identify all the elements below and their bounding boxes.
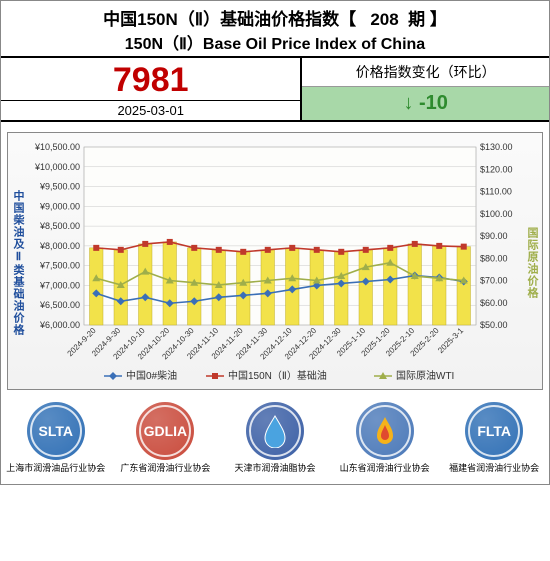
svg-text:¥6,500.00: ¥6,500.00 bbox=[39, 300, 80, 310]
associations-footer: SLTA 上海市润滑油品行业协会 GDLIA 广东省润滑油行业协会 天津市润滑油脂协会 山… bbox=[1, 394, 549, 484]
svg-text:$120.00: $120.00 bbox=[480, 164, 513, 174]
association-name: 福建省润滑油行业协会 bbox=[449, 463, 539, 474]
svg-text:¥9,500.00: ¥9,500.00 bbox=[39, 182, 80, 192]
association-logo bbox=[356, 402, 414, 460]
svg-text:中国0#柴油: 中国0#柴油 bbox=[126, 369, 177, 382]
change-arrow-icon: ↓ bbox=[403, 92, 413, 115]
svg-text:$70.00: $70.00 bbox=[480, 276, 508, 286]
association-name: 上海市润滑油品行业协会 bbox=[6, 463, 105, 474]
summary-left: 7981 2025-03-01 bbox=[1, 58, 302, 120]
svg-text:¥7,500.00: ¥7,500.00 bbox=[39, 261, 80, 271]
association-item: GDLIA 广东省润滑油行业协会 bbox=[113, 402, 217, 474]
index-value: 7981 bbox=[1, 58, 300, 100]
summary-right: 价格指数变化（环比） ↓ -10 bbox=[302, 58, 549, 120]
svg-text:$80.00: $80.00 bbox=[480, 253, 508, 263]
association-name: 天津市润滑油脂协会 bbox=[234, 463, 315, 474]
title-en: 150N（Ⅱ）Base Oil Price Index of China bbox=[1, 30, 549, 54]
association-logo: SLTA bbox=[27, 402, 85, 460]
association-item: 天津市润滑油脂协会 bbox=[223, 402, 327, 474]
change-number: -10 bbox=[419, 92, 448, 115]
association-name: 山东省润滑油行业协会 bbox=[340, 463, 430, 474]
left-axis-label: 中国柴油及Ⅱ类基础油价格 bbox=[10, 190, 26, 336]
svg-text:¥7,000.00: ¥7,000.00 bbox=[39, 280, 80, 290]
svg-text:¥8,000.00: ¥8,000.00 bbox=[39, 241, 80, 251]
svg-text:2025-3-1: 2025-3-1 bbox=[436, 326, 465, 355]
svg-text:¥10,500.00: ¥10,500.00 bbox=[34, 142, 80, 152]
svg-text:$100.00: $100.00 bbox=[480, 209, 513, 219]
summary-row: 7981 2025-03-01 价格指数变化（环比） ↓ -10 bbox=[1, 58, 549, 122]
association-logo: FLTA bbox=[465, 402, 523, 460]
association-item: 山东省润滑油行业协会 bbox=[333, 402, 437, 474]
svg-text:中国150N（Ⅱ）基础油: 中国150N（Ⅱ）基础油 bbox=[228, 369, 327, 382]
svg-text:$110.00: $110.00 bbox=[480, 187, 512, 197]
change-value: ↓ -10 bbox=[302, 87, 549, 120]
svg-text:¥10,000.00: ¥10,000.00 bbox=[34, 162, 80, 172]
price-chart: ¥6,000.00 ¥6,500.00 ¥7,000.00 ¥7,500.00 ¥8,0… bbox=[26, 139, 524, 387]
svg-text:$130.00: $130.00 bbox=[480, 142, 513, 152]
svg-text:$90.00: $90.00 bbox=[480, 231, 508, 241]
association-logo: GDLIA bbox=[136, 402, 194, 460]
title-block: 中国150N（Ⅱ）基础油价格指数【 208 期 】 150N（Ⅱ）Base Oi… bbox=[1, 1, 549, 58]
svg-text:$60.00: $60.00 bbox=[480, 298, 508, 308]
title-cn: 中国150N（Ⅱ）基础油价格指数【 208 期 】 bbox=[1, 5, 549, 30]
association-item: SLTA 上海市润滑油品行业协会 bbox=[4, 402, 108, 474]
title-cn-post: 期 】 bbox=[408, 10, 447, 29]
association-logo bbox=[246, 402, 304, 460]
association-item: FLTA 福建省润滑油行业协会 bbox=[442, 402, 546, 474]
svg-text:¥9,000.00: ¥9,000.00 bbox=[39, 201, 80, 211]
index-date: 2025-03-01 bbox=[1, 100, 300, 120]
svg-text:¥8,500.00: ¥8,500.00 bbox=[39, 221, 80, 231]
change-label: 价格指数变化（环比） bbox=[302, 58, 549, 87]
association-name: 广东省润滑油行业协会 bbox=[120, 463, 210, 474]
svg-text:$50.00: $50.00 bbox=[480, 320, 508, 330]
title-cn-pre: 中国150N（Ⅱ）基础油价格指数【 bbox=[103, 10, 356, 29]
title-period: 208 bbox=[370, 10, 398, 29]
chart-area: 中国柴油及Ⅱ类基础油价格 ¥6,000.00 ¥6,500.00 ¥7,000.00… bbox=[1, 122, 549, 394]
right-axis-label: 国际原油价格 bbox=[524, 227, 540, 299]
svg-text:国际原油WTI: 国际原油WTI bbox=[396, 369, 454, 382]
svg-text:¥6,000.00: ¥6,000.00 bbox=[39, 320, 80, 330]
